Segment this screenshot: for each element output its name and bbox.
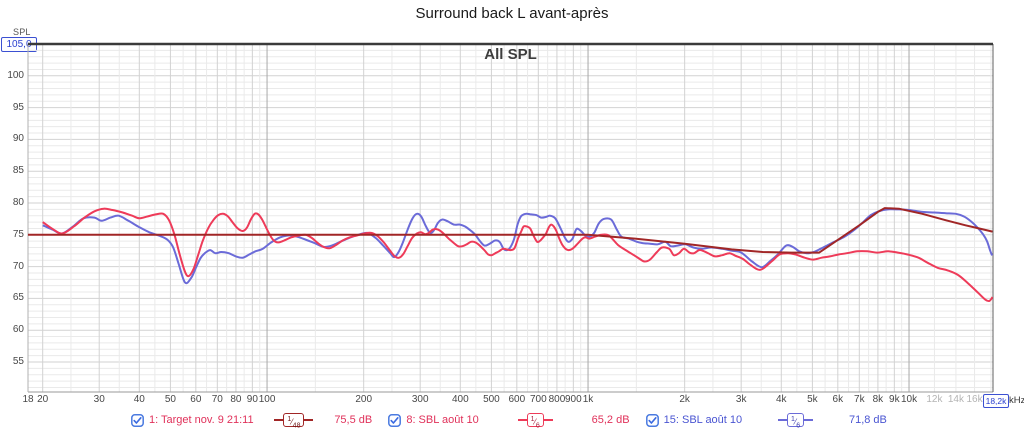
x-tick-label: 1k [582, 394, 594, 405]
y-tick-label: 70 [12, 260, 24, 272]
x-tick-label: 7k [854, 394, 865, 405]
chart-heading: All SPL [484, 46, 537, 63]
x-tick-label: 5k [807, 394, 818, 405]
trace-level-value: 65,2 dB [591, 414, 630, 426]
x-tick-label: 20 [37, 394, 49, 405]
x-tick-label: 8k [872, 394, 884, 405]
trace-label: 15: SBL août 10 [663, 414, 743, 426]
y-tick-label: 80 [12, 197, 24, 208]
trace-label: 1: Target nov. 9 21:11 [149, 414, 254, 426]
x-tick-label: 500 [483, 394, 500, 405]
x-tick-label: 14k [947, 394, 964, 405]
page-title: Surround back L avant-après [415, 5, 609, 22]
smoothing-badge: 1⁄48 [283, 413, 305, 429]
x-axis-max-box[interactable]: 18,2k [983, 394, 1009, 408]
trace-level-value: 75,5 dB [334, 414, 373, 426]
x-tick-label: 6k [832, 394, 844, 405]
trace-line-swatch [517, 419, 527, 421]
trace-line-swatch [777, 419, 787, 421]
x-tick-label: 90 [246, 394, 258, 405]
trace-line-swatch [804, 419, 814, 421]
trace-line-swatch [543, 419, 553, 421]
x-tick-label: 400 [451, 394, 469, 405]
x-tick-label: 70 [211, 394, 223, 405]
trace-sample-2[interactable]: 1⁄6 [517, 413, 553, 429]
x-tick-label: 4k [776, 394, 787, 405]
x-tick-label: 200 [355, 394, 373, 405]
x-tick-label: 9k [889, 394, 900, 405]
trace-1 [28, 207, 993, 254]
x-axis-unit: kHz [1009, 395, 1024, 406]
x-tick-label: 16k [966, 394, 983, 405]
trace-line-swatch [274, 419, 284, 421]
y-tick-label: 90 [12, 133, 24, 145]
trace-checkbox-3[interactable] [645, 413, 659, 427]
y-tick-label: 85 [12, 165, 24, 177]
x-tick-label: 60 [190, 394, 202, 405]
legend-bar: 1: Target nov. 9 21:11 1⁄48 75,5 dB 8: SBL … [127, 410, 899, 430]
trace-line-swatch [304, 419, 314, 421]
legend-entry-3: 15: SBL août 10 1⁄6 71,8 dB [642, 410, 899, 430]
x-tick-label: 800 [548, 394, 566, 405]
trace-label: 8: SBL août 10 [406, 414, 479, 426]
x-tick-label: 80 [230, 394, 242, 405]
x-tick-label: 50 [164, 394, 176, 405]
x-tick-label: 40 [133, 394, 145, 405]
x-tick-label: 700 [529, 394, 547, 405]
x-tick-label: 12k [926, 394, 943, 405]
trace-sample-1[interactable]: 1⁄48 [274, 413, 314, 429]
trace-checkbox-1[interactable] [131, 413, 144, 427]
x-tick-label: 300 [411, 394, 429, 405]
x-tick-label: 2k [679, 394, 690, 405]
x-tick-label: 100 [258, 394, 276, 405]
y-tick-label: 100 [7, 69, 24, 81]
smoothing-badge: 1⁄6 [526, 413, 544, 429]
y-tick-label: 95 [12, 101, 24, 113]
trace-sample-3[interactable]: 1⁄6 [777, 413, 814, 429]
x-tick-label: 18 [22, 394, 34, 405]
trace-level-value: 71,8 dB [848, 414, 887, 426]
trace-2 [42, 207, 993, 303]
legend-entry-1: 1: Target nov. 9 21:11 1⁄48 75,5 dB [127, 410, 384, 430]
x-tick-label: 3k [735, 394, 747, 405]
trace-checkbox-2[interactable] [388, 413, 402, 427]
x-tick-label: 30 [93, 394, 105, 405]
legend-entry-2: 8: SBL août 10 1⁄6 65,2 dB [384, 410, 641, 430]
y-tick-label: 75 [12, 228, 24, 240]
x-tick-label: 600 [508, 394, 526, 405]
x-tick-label: 900 [565, 394, 582, 405]
x-tick-label: 10k [900, 394, 918, 405]
y-tick-label: 65 [12, 292, 24, 304]
smoothing-badge: 1⁄6 [786, 413, 805, 429]
y-tick-label: 55 [12, 356, 24, 367]
y-tick-label: 60 [12, 324, 24, 336]
y-axis-name: SPL [13, 27, 31, 37]
